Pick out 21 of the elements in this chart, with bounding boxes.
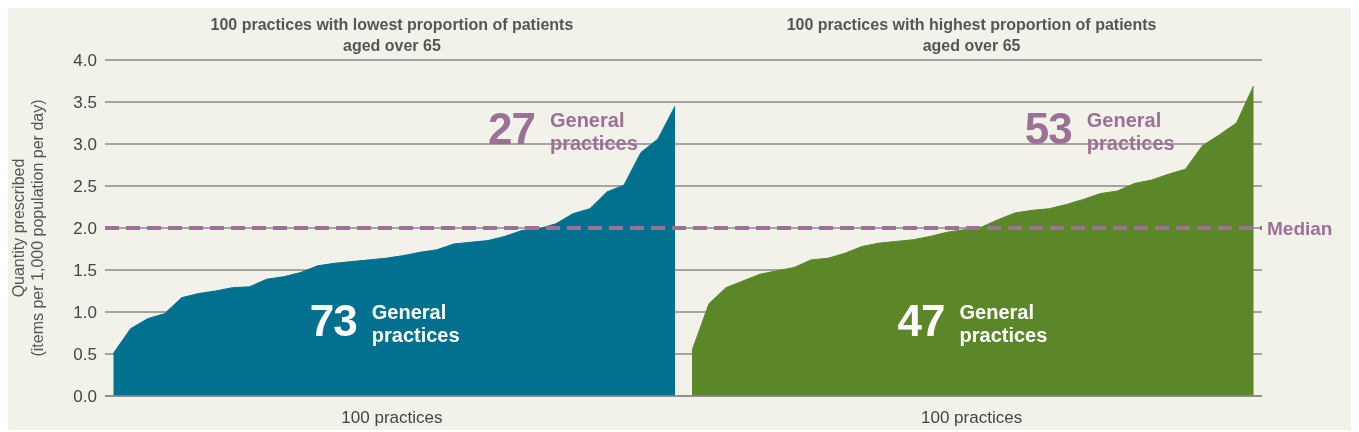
ref-line-label: Median — [1267, 217, 1333, 239]
annotation: 47 — [897, 295, 946, 345]
annotation: 53 — [1024, 104, 1073, 154]
text: 100 practices with highest proportion of patients aged over 65 — [785, 15, 1158, 56]
annotation: 27 — [487, 104, 536, 154]
y-tick-label: 3.5 — [73, 93, 97, 113]
y-axis-title: Quantity prescribed (items per 1,000 population per day) — [9, 99, 47, 357]
text: 100 practices with lowest proportion of patients aged over 65 — [209, 15, 575, 56]
y-tick-label: 0.5 — [73, 345, 97, 365]
y-tick-label: 3.0 — [73, 135, 97, 155]
y-tick-label: 2.5 — [73, 177, 97, 197]
y-tick-label: 0.0 — [73, 387, 97, 407]
text: 100 practices — [340, 408, 444, 428]
annotation: 73 — [309, 295, 358, 345]
y-tick-label: 4.0 — [73, 51, 97, 71]
annotation: General practices — [959, 300, 1049, 347]
annotation: General practices — [371, 300, 461, 347]
text: 100 practices — [920, 408, 1024, 428]
y-tick-label: 2.0 — [73, 219, 97, 239]
y-tick-label: 1.0 — [73, 303, 97, 323]
y-tick-label: 1.5 — [73, 261, 97, 281]
